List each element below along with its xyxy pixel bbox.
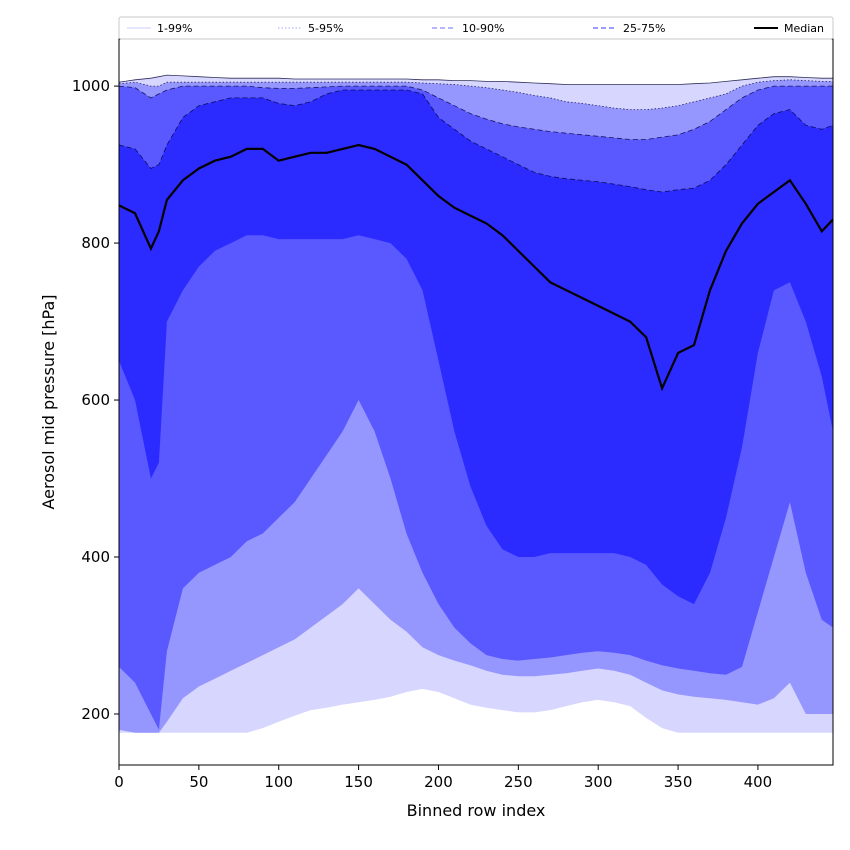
legend-frame [118, 16, 834, 40]
line-p10 [119, 85, 833, 140]
percentile-lines [119, 74, 833, 392]
y-tick-label: 200 [81, 705, 110, 723]
x-axis: 0 50 100 150 200 250 300 350 400 [114, 765, 772, 791]
band-p25-p75 [119, 90, 833, 605]
x-tick-label: 50 [189, 773, 208, 791]
x-tick-label: 400 [744, 773, 773, 791]
legend-label-median: Median [784, 22, 824, 35]
x-tick-label: 100 [264, 773, 293, 791]
y-tick-label: 400 [81, 548, 110, 566]
legend-label-p5: 5-95% [308, 22, 343, 35]
y-axis: 200 400 600 800 1000 [72, 77, 119, 723]
x-tick-label: 250 [504, 773, 533, 791]
percentile-bands [119, 75, 833, 733]
x-tick-label: 0 [114, 773, 124, 791]
legend-label-p25: 25-75% [623, 22, 665, 35]
legend-label-p1: 1-99% [157, 22, 192, 35]
x-tick-label: 150 [344, 773, 373, 791]
y-axis-title: Aerosol mid pressure [hPa] [39, 294, 58, 509]
line-p1 [119, 74, 833, 85]
legend: 1-99% 5-95% 10-90% 25-75% Median [118, 16, 834, 40]
line-p25 [119, 89, 833, 193]
x-tick-label: 350 [664, 773, 693, 791]
legend-label-p10: 10-90% [462, 22, 504, 35]
y-tick-label: 800 [81, 234, 110, 252]
x-tick-label: 300 [584, 773, 613, 791]
x-axis-title: Binned row index [407, 801, 546, 820]
x-tick-label: 200 [424, 773, 453, 791]
line-median [119, 143, 833, 392]
y-tick-label: 1000 [72, 77, 110, 95]
y-tick-label: 600 [81, 391, 110, 409]
